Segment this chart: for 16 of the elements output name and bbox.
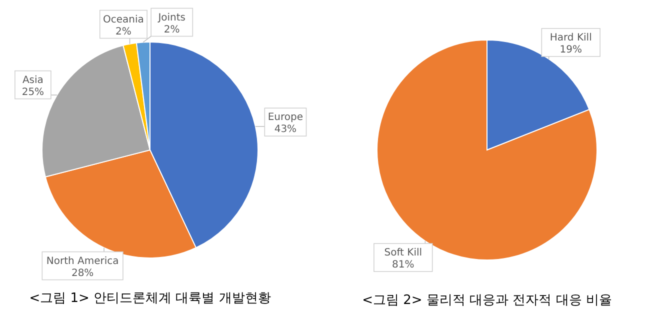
- slice-label: Hard Kill: [550, 32, 592, 44]
- data-label: 43%: [274, 124, 297, 136]
- data-label: 2%: [164, 24, 180, 36]
- data-label: 2%: [116, 26, 132, 38]
- data-label: 28%: [71, 268, 94, 279]
- slice-label: North America: [46, 256, 119, 267]
- data-label: 25%: [22, 86, 44, 98]
- data-label: 19%: [560, 44, 582, 56]
- slice-label: Europe: [268, 112, 304, 124]
- data-label: 81%: [392, 260, 414, 271]
- text: <그림 1> 안티드론체계 대륙별 개발현황: [29, 291, 271, 306]
- slice-label: Asia: [22, 74, 44, 86]
- text: <그림 2> 물리적 대응과 전자적 대응 비율: [362, 293, 612, 308]
- slice-label: Soft Kill: [384, 248, 422, 259]
- slice-label: Joints: [157, 12, 186, 24]
- slice-label: Oceania: [103, 14, 144, 26]
